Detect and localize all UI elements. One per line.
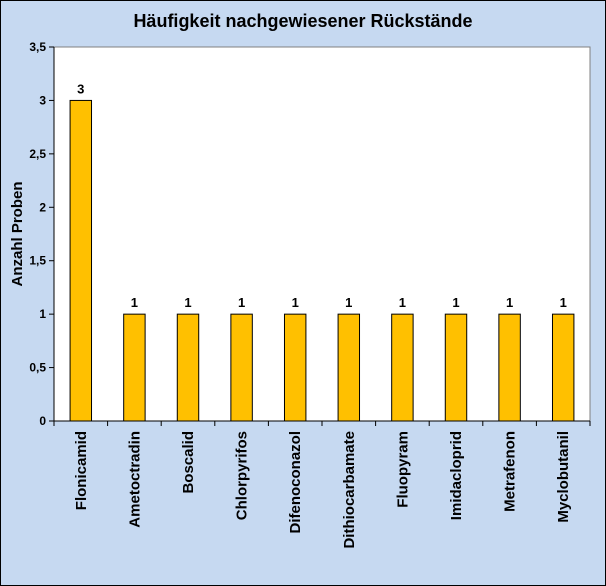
bar-difenoconazol [283, 313, 307, 422]
x-tick-label: Myclobutanil [555, 431, 572, 523]
y-tick-label: 3 [39, 93, 46, 107]
x-tick-label: Dithiocarbamate [341, 431, 358, 549]
y-axis: 0 0,5 1 1,5 2 2,5 3 3,5 [29, 40, 55, 428]
data-label: 1 [452, 295, 459, 310]
x-axis: Flonicamid Ametoctradin Boscalid Chlorpyrif… [53, 420, 591, 549]
y-tick-label: 1 [39, 307, 46, 321]
bar-ametoctradin [123, 313, 146, 422]
bar-chlorpyrifos [230, 313, 253, 422]
x-tick-label: Difenoconazol [287, 431, 304, 534]
bar-boscalid [176, 313, 200, 422]
x-tick-label: Boscalid [180, 431, 197, 494]
bar-fluopyram [391, 313, 414, 422]
data-label: 1 [345, 295, 352, 310]
x-tick-label: Imidacloprid [448, 431, 465, 520]
x-tick-label: Metrafenon [502, 431, 519, 512]
chart-title: Häufigkeit nachgewiesener Rückstände [133, 11, 473, 31]
bar-flonicamid [69, 99, 93, 422]
y-tick-label: 3,5 [29, 40, 46, 54]
data-label: 1 [292, 295, 299, 310]
data-label: 3 [77, 81, 84, 96]
data-label: 1 [506, 295, 513, 310]
bar-imidacloprid [444, 313, 468, 422]
bars [69, 99, 575, 422]
data-label: 1 [238, 295, 245, 310]
y-tick-label: 1,5 [29, 254, 46, 268]
x-tick-label: Fluopyram [394, 431, 411, 508]
data-label: 1 [184, 295, 191, 310]
y-tick-label: 2 [39, 200, 46, 214]
x-tick-label: Ametoctradin [126, 431, 143, 528]
y-tick-label: 0 [39, 414, 46, 428]
y-axis-label: Anzahl Proben [9, 181, 26, 286]
data-label: 1 [560, 295, 567, 310]
data-label: 1 [131, 295, 138, 310]
y-tick-label: 0,5 [29, 361, 46, 375]
data-label: 1 [399, 295, 406, 310]
bar-dithiocarbamate [337, 313, 361, 422]
bar-myclobutanil [551, 313, 575, 422]
x-tick-label: Chlorpyrifos [234, 431, 251, 520]
y-tick-label: 2,5 [29, 147, 46, 161]
data-labels: 3 1 1 1 1 1 1 1 1 1 [77, 81, 567, 310]
bar-metrafenon [498, 313, 521, 422]
x-tick-label: Flonicamid [73, 431, 90, 510]
